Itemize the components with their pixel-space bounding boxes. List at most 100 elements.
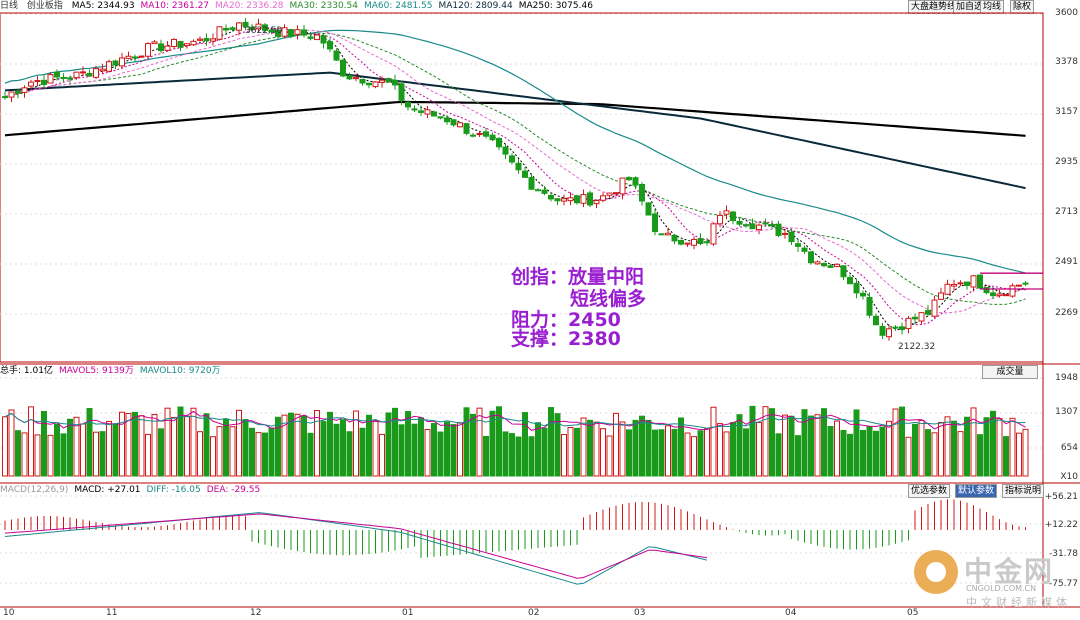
candle-body-38 bbox=[249, 26, 255, 31]
candle-body-82 bbox=[535, 189, 541, 192]
macd-tick-3: -75.77 bbox=[1048, 579, 1078, 589]
volume-bar-54 bbox=[353, 410, 359, 477]
price-legend: 日线 创业板指 MA5: 2344.93 MA10: 2361.27 MA20: 2… bbox=[0, 0, 605, 13]
volume-bar-35 bbox=[229, 426, 236, 477]
ma5-line bbox=[4, 25, 1026, 331]
candle-body-148 bbox=[964, 281, 970, 286]
candle-body-128 bbox=[834, 263, 840, 268]
macd-tick-2: -31.78 bbox=[1048, 549, 1078, 559]
macd-legend-item-3: DEA: -29.55 bbox=[206, 485, 261, 495]
candle-body-22 bbox=[145, 43, 151, 57]
volume-bar-7 bbox=[47, 434, 54, 477]
volume-bar-52 bbox=[340, 419, 346, 477]
volume-bar-122 bbox=[795, 435, 801, 477]
candle-body-114 bbox=[743, 224, 749, 227]
volume-bar-70 bbox=[457, 422, 463, 477]
volume-bar-77 bbox=[502, 431, 509, 477]
volume-bar-32 bbox=[210, 436, 216, 477]
volume-bar-5 bbox=[34, 434, 41, 477]
volume-bar-151 bbox=[983, 417, 990, 477]
default-params-button[interactable]: 默认参数 bbox=[955, 484, 998, 498]
volume-bar-109 bbox=[710, 406, 717, 477]
volume-bar-144 bbox=[938, 421, 944, 477]
candle-body-64 bbox=[418, 110, 424, 113]
volume-bar-92 bbox=[600, 428, 606, 477]
candle-body-48 bbox=[314, 34, 320, 41]
volume-bar-91 bbox=[593, 421, 600, 477]
volume-indicator-button[interactable]: 成交量 bbox=[982, 365, 1038, 379]
volume-bar-60 bbox=[392, 407, 398, 477]
volume-bar-33 bbox=[216, 426, 223, 477]
candle-body-16 bbox=[106, 61, 112, 72]
optimal-params-button[interactable]: 优选参数 bbox=[908, 484, 951, 498]
candle-body-92 bbox=[600, 195, 606, 201]
volume-bar-24 bbox=[158, 428, 164, 477]
ma-legend-item-2: MA20: 2336.28 bbox=[215, 1, 284, 11]
candle-body-133 bbox=[866, 297, 873, 316]
candle-body-142 bbox=[925, 310, 931, 315]
volume-bar-115 bbox=[749, 405, 756, 477]
indicator-help-button[interactable]: 指标说明 bbox=[1002, 484, 1045, 498]
volume-bar-98 bbox=[639, 415, 645, 477]
candle-body-50 bbox=[327, 41, 333, 50]
ma-legend-item-6: MA250: 3075.46 bbox=[518, 1, 593, 11]
volume-bar-85 bbox=[554, 413, 561, 477]
candle-body-100 bbox=[652, 213, 658, 233]
candle-body-122 bbox=[795, 243, 801, 247]
candle-body-28 bbox=[184, 43, 190, 47]
candle-body-139 bbox=[905, 317, 912, 329]
volume-bar-22 bbox=[145, 433, 151, 477]
volume-bar-157 bbox=[1022, 428, 1029, 477]
candle-body-134 bbox=[873, 315, 879, 326]
vol-legend-item-0: 总手: 1.01亿 bbox=[0, 366, 53, 376]
candle-body-117 bbox=[762, 222, 769, 225]
volume-bar-67 bbox=[437, 431, 444, 477]
volume-bar-100 bbox=[652, 429, 658, 477]
volume-bar-39 bbox=[255, 432, 262, 477]
watermark-sub: 中文财经新媒体 bbox=[966, 596, 1071, 609]
x-label-0: 10 bbox=[3, 608, 15, 618]
candle-body-45 bbox=[294, 29, 301, 35]
price-tick-6: 2269 bbox=[1055, 308, 1078, 318]
volume-bar-13 bbox=[86, 407, 93, 477]
candle-body-78 bbox=[509, 155, 515, 163]
watermark-brand: 中金网 bbox=[964, 555, 1055, 588]
candle-body-121 bbox=[788, 231, 795, 243]
volume-bar-55 bbox=[359, 427, 366, 477]
candle-body-63 bbox=[411, 108, 418, 111]
candle-body-97 bbox=[632, 177, 639, 186]
candle-body-84 bbox=[548, 194, 554, 200]
candle-body-129 bbox=[840, 265, 847, 278]
volume-bar-41 bbox=[268, 427, 275, 477]
volume-bar-126 bbox=[821, 408, 827, 477]
ma-legend-item-3: MA30: 2330.54 bbox=[289, 1, 358, 11]
annotation-line3: 阻力：2450 bbox=[511, 309, 621, 331]
volume-bar-47 bbox=[307, 432, 314, 477]
candle-body-105 bbox=[684, 242, 691, 245]
candle-body-118 bbox=[769, 223, 775, 227]
candle-body-7 bbox=[47, 74, 54, 84]
candle-body-95 bbox=[619, 177, 626, 195]
volume-bar-6 bbox=[41, 410, 47, 477]
volume-bar-125 bbox=[814, 414, 821, 477]
candle-body-130 bbox=[847, 277, 853, 285]
volume-bar-131 bbox=[853, 409, 860, 477]
volume-bar-82 bbox=[535, 422, 541, 477]
volume-bar-28 bbox=[184, 415, 190, 477]
volume-bar-53 bbox=[346, 431, 353, 477]
volume-bar-120 bbox=[782, 414, 788, 477]
volume-bar-17 bbox=[112, 423, 119, 477]
volume-bar-110 bbox=[717, 423, 723, 477]
price-tick-3: 2935 bbox=[1055, 157, 1078, 167]
candle-body-55 bbox=[359, 78, 366, 84]
candle-body-19 bbox=[125, 55, 132, 59]
candle-body-76 bbox=[496, 137, 502, 148]
macd-tick-1: +12.22 bbox=[1044, 520, 1078, 530]
candle-body-15 bbox=[99, 68, 106, 72]
volume-bar-83 bbox=[541, 427, 548, 477]
volume-bar-154 bbox=[1003, 436, 1009, 477]
candle-body-40 bbox=[262, 24, 268, 31]
candle-body-52 bbox=[340, 59, 346, 77]
candle-body-36 bbox=[236, 22, 242, 31]
